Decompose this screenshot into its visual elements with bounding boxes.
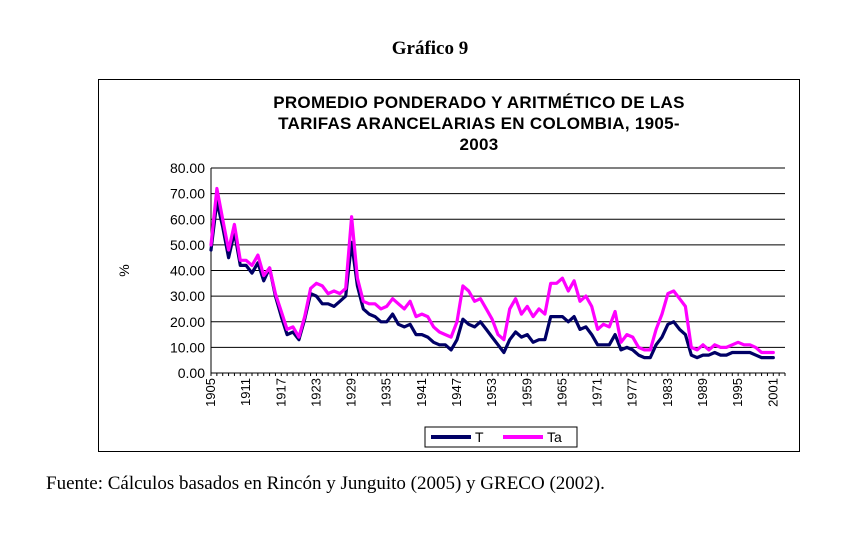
x-tick-label: 1983	[660, 378, 675, 407]
y-tick-label: 70.00	[170, 186, 205, 202]
x-tick-label: 1935	[379, 378, 394, 407]
x-tick-label: 1959	[519, 378, 534, 407]
y-tick-label: 80.00	[170, 160, 205, 176]
chart-title-line-2: TARIFAS ARANCELARIAS EN COLOMBIA, 1905-	[278, 114, 680, 133]
series-line-ta	[209, 186, 775, 355]
x-tick-label: 1947	[449, 378, 464, 407]
y-axis-label: %	[116, 264, 132, 276]
y-tick-label: 10.00	[170, 339, 205, 355]
legend-label-ta: Ta	[547, 429, 562, 445]
x-tick-label: 1995	[730, 378, 745, 407]
x-tick-label: 1917	[273, 378, 288, 407]
chart-frame: PROMEDIO PONDERADO Y ARITMÉTICO DE LAS T…	[98, 79, 800, 452]
y-tick-label: 60.00	[170, 211, 205, 227]
x-tick-label: 1953	[484, 378, 499, 407]
x-tick-label: 1941	[414, 378, 429, 407]
y-tick-label: 30.00	[170, 288, 205, 304]
x-tick-label: 1965	[554, 378, 569, 407]
x-tick-label: 1911	[238, 378, 253, 406]
x-tick-label: 1905	[203, 378, 218, 407]
chart-plot: 0.00 10.00 20.00 30.00 40.00 50.00 60.00 70.00 8…	[116, 160, 786, 448]
y-tick-label: 50.00	[170, 237, 205, 253]
chart-title-line-3: 2003	[459, 135, 499, 154]
source-note: Fuente: Cálculos basados en Rincón y Jun…	[46, 473, 605, 494]
legend-label-t: T	[475, 429, 484, 445]
figure-label: Gráfico 9	[391, 38, 469, 59]
legend-box	[424, 426, 578, 448]
chart-title: PROMEDIO PONDERADO Y ARITMÉTICO DE LAS T…	[219, 92, 739, 155]
x-tick-label: 1923	[308, 378, 323, 407]
y-tick-label: 0.00	[178, 365, 205, 381]
x-tick-label: 1977	[625, 378, 640, 407]
x-tick-label: 1971	[590, 378, 605, 407]
x-tick-label: 1929	[344, 378, 359, 407]
y-tick-label: 40.00	[170, 263, 205, 279]
x-tick-label: 2001	[765, 378, 780, 407]
y-tick-label: 20.00	[170, 314, 205, 330]
chart-title-line-1: PROMEDIO PONDERADO Y ARITMÉTICO DE LAS	[273, 93, 685, 112]
x-tick-label: 1989	[695, 378, 710, 407]
